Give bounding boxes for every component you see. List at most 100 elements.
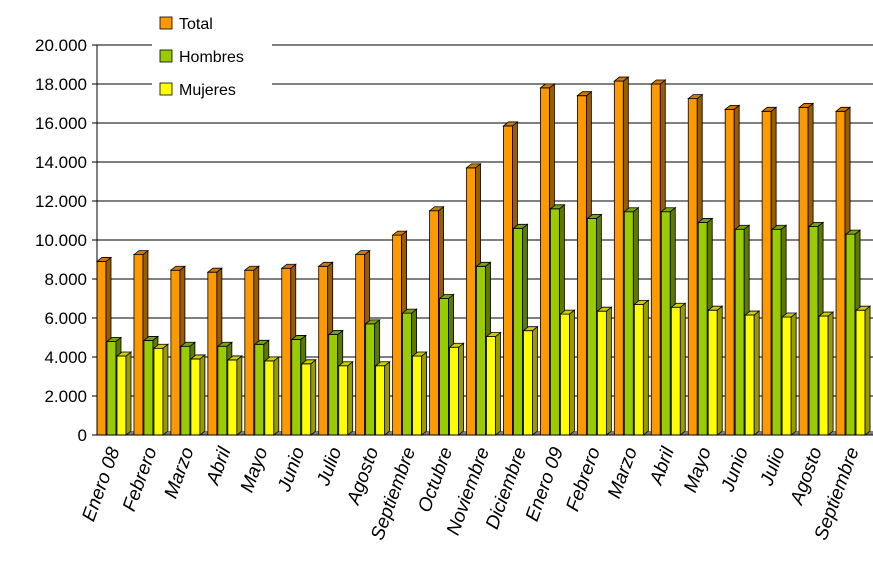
- bar-mujeres: [337, 360, 354, 436]
- bar-top: [263, 356, 280, 362]
- x-tick-label: Abril: [646, 444, 679, 489]
- bar-top: [243, 265, 260, 271]
- y-tick-label: 20.000: [35, 36, 87, 55]
- legend-label-hombres: Hombres: [179, 49, 244, 66]
- x-tick-label: Junio: [717, 445, 753, 496]
- bar-side: [310, 358, 317, 436]
- bar-top: [475, 261, 492, 267]
- bar-top: [807, 221, 825, 227]
- bar-top: [411, 351, 428, 357]
- bar-top: [660, 207, 677, 213]
- bar-top: [623, 207, 640, 213]
- bar-front: [724, 108, 735, 436]
- bar-front: [328, 334, 339, 436]
- bar-side: [753, 310, 760, 436]
- bar-side: [605, 306, 612, 436]
- bar-top: [596, 306, 613, 312]
- bar-front: [133, 254, 144, 436]
- bar-top: [576, 91, 593, 97]
- bar-mujeres: [854, 305, 872, 436]
- legend: Total Hombres Mujeres: [152, 8, 272, 110]
- bar-top: [485, 332, 502, 337]
- bar-front: [207, 271, 218, 436]
- bar-top: [465, 163, 482, 169]
- bar-front: [596, 310, 607, 436]
- bar-front: [338, 365, 349, 436]
- y-tick-label: 8.000: [44, 270, 87, 289]
- bar-top: [559, 309, 576, 315]
- bar-top: [522, 326, 539, 332]
- bar-top: [280, 263, 297, 269]
- x-tick-label: Febrero: [563, 445, 605, 515]
- x-tick-label: Abril: [202, 444, 235, 489]
- bar-front: [707, 309, 718, 436]
- bar-top: [189, 354, 207, 360]
- bar-front: [576, 95, 587, 436]
- bar-top: [354, 250, 371, 256]
- bar-front: [560, 313, 570, 436]
- bar-side: [495, 331, 501, 436]
- bars: [95, 76, 872, 436]
- bar-front: [402, 312, 413, 436]
- bar-top: [216, 341, 233, 347]
- bar-side: [679, 302, 686, 436]
- bar-mujeres: [300, 358, 317, 436]
- bar-top: [115, 351, 133, 357]
- bar-front: [486, 336, 496, 436]
- bar-top: [300, 359, 317, 365]
- bar-mujeres: [411, 351, 428, 436]
- bar-front: [365, 323, 376, 436]
- bar-front: [439, 298, 449, 436]
- bar-mujeres: [448, 342, 465, 436]
- x-tick-label: Febrero: [119, 445, 161, 515]
- legend-swatch-hombres: [159, 49, 173, 63]
- bar-top: [327, 330, 344, 335]
- bar-top: [670, 302, 687, 308]
- bar-mujeres: [781, 312, 798, 436]
- bar-top: [724, 104, 741, 110]
- axes: [92, 44, 873, 436]
- bar-top: [364, 319, 381, 325]
- bar-side: [790, 312, 797, 436]
- bar-front: [771, 228, 782, 436]
- bar-front: [106, 340, 117, 436]
- y-tick-label: 14.000: [35, 153, 87, 172]
- bar-front: [254, 343, 265, 436]
- bar-side: [384, 360, 391, 436]
- bar-top: [817, 311, 835, 317]
- bar-front: [227, 359, 238, 436]
- bar-side: [827, 311, 834, 436]
- bar-front: [143, 340, 154, 436]
- bar-front: [835, 110, 846, 436]
- bar-side: [569, 309, 575, 436]
- bar-top: [797, 103, 815, 108]
- bar-top: [549, 204, 566, 210]
- bar-front: [550, 208, 560, 436]
- legend-swatch-mujeres: [159, 82, 173, 96]
- bar-top: [253, 339, 270, 345]
- bar-top: [206, 267, 223, 273]
- bar-front: [633, 303, 644, 436]
- bar-front: [466, 167, 476, 436]
- x-tick-label: Junio: [274, 445, 310, 496]
- bar-front: [798, 107, 809, 436]
- bar-top: [613, 76, 630, 82]
- bar-side: [162, 343, 169, 436]
- bar-side: [642, 299, 649, 436]
- bar-top: [105, 336, 123, 342]
- bar-top: [687, 94, 704, 100]
- bar-top: [781, 312, 798, 318]
- bar-side: [236, 355, 243, 436]
- bar-front: [687, 98, 698, 436]
- y-tick-label: 2.000: [44, 387, 87, 406]
- bar-mujeres: [374, 360, 391, 436]
- bar-top: [761, 106, 778, 112]
- bar-mujeres: [226, 355, 243, 436]
- bar-front: [523, 330, 533, 436]
- bar-front: [697, 222, 708, 436]
- bar-top: [169, 265, 187, 271]
- bar-side: [716, 305, 723, 436]
